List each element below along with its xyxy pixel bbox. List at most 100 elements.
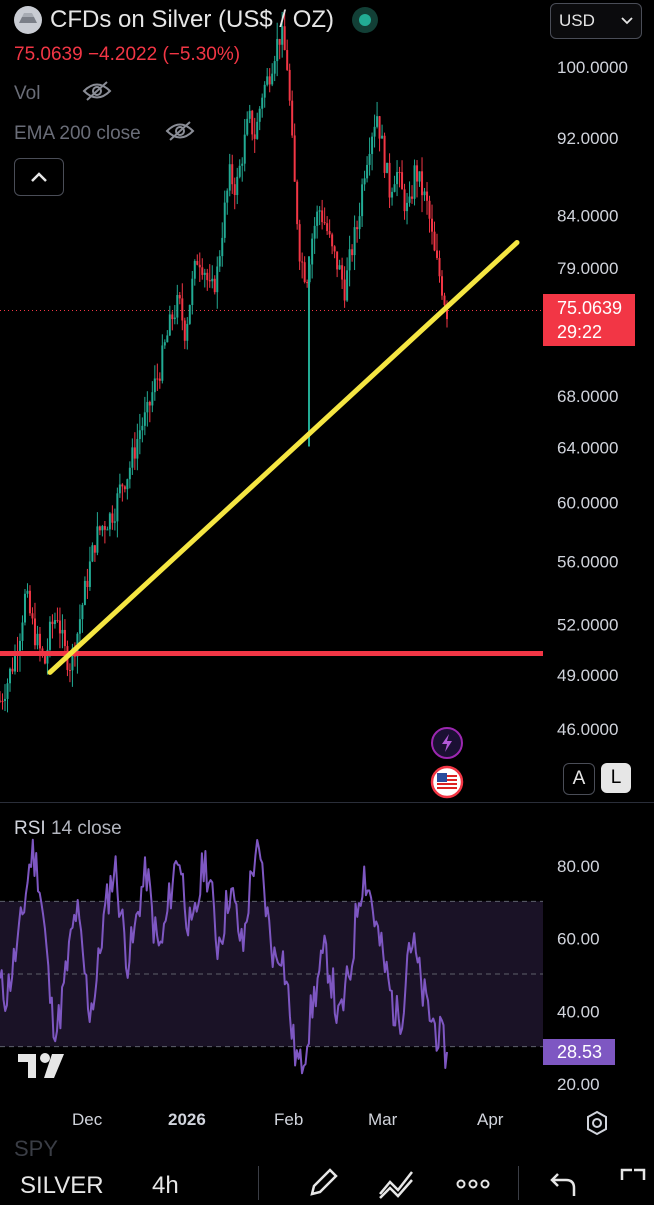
rsi-legend[interactable]: RSI 14 close	[14, 818, 122, 840]
candle-body	[353, 227, 356, 256]
candle-body	[276, 38, 279, 62]
candle-body	[46, 649, 49, 664]
candle-body	[26, 590, 29, 594]
chart-settings-icon[interactable]	[584, 1110, 610, 1141]
candle-body	[261, 97, 264, 109]
candle-body	[436, 250, 439, 258]
more-icon[interactable]	[456, 1174, 490, 1199]
candle-body	[103, 526, 106, 530]
candle-body	[56, 620, 59, 622]
log-scale-button[interactable]: L	[601, 763, 631, 793]
candle-body	[96, 526, 99, 553]
price-change: 75.0639 −4.2022 (−5.30%)	[14, 44, 241, 65]
trend-line[interactable]	[47, 239, 520, 675]
lightning-icon[interactable]	[430, 726, 464, 765]
candle-body	[61, 629, 64, 634]
candle-body	[426, 191, 429, 201]
candle-body	[433, 231, 436, 251]
auto-scale-button[interactable]: A	[563, 763, 595, 795]
candle-body	[231, 164, 234, 185]
candle-body	[393, 184, 396, 192]
candle-body	[131, 447, 134, 468]
candle-body	[341, 265, 344, 280]
candle-body	[273, 61, 276, 74]
candle-body	[258, 108, 261, 122]
candle-body	[141, 425, 144, 431]
candle-body	[228, 164, 231, 191]
indicators-icon[interactable]	[378, 1166, 416, 1205]
symbol-header[interactable]: CFDs on Silver (US$ / OZ)	[14, 6, 379, 34]
silver-logo-icon	[14, 6, 42, 34]
undo-icon[interactable]	[548, 1166, 578, 1205]
fullscreen-icon[interactable]	[618, 1166, 648, 1205]
price-chart[interactable]: 100.0000 92.0000 84.0000 79.0000 68.0000 64.0…	[0, 0, 654, 800]
candle-body	[361, 184, 364, 217]
candle-body	[248, 110, 251, 119]
candle-body	[371, 136, 374, 154]
candle-body	[338, 265, 341, 270]
candle-body	[43, 653, 46, 664]
candle-body	[283, 26, 286, 51]
candle-body	[23, 593, 26, 623]
candle-body	[53, 620, 56, 625]
candle-body	[441, 276, 444, 296]
candle-body	[268, 76, 271, 85]
candle-body	[296, 181, 299, 225]
candle-body	[213, 278, 216, 293]
pane-divider[interactable]	[0, 802, 654, 803]
candle-body	[221, 237, 224, 257]
candle-body	[446, 305, 448, 320]
candle-body	[431, 218, 434, 232]
indicator-ema[interactable]: EMA 200 close	[14, 120, 195, 148]
price-axis-label: 79.0000	[557, 259, 618, 278]
timeframe-button[interactable]: 4h	[152, 1172, 179, 1199]
candle-body	[358, 216, 361, 230]
price-axis-label: 64.0000	[557, 438, 618, 457]
candle-body	[68, 669, 71, 671]
candle-body	[146, 401, 149, 413]
eye-hidden-icon[interactable]	[165, 120, 195, 148]
candle-body	[28, 590, 31, 614]
indicator-vol[interactable]: Vol	[14, 80, 112, 108]
rsi-chart[interactable]: 80.00 60.00 40.00 20.00	[0, 805, 654, 1105]
time-label-2026: 2026	[168, 1110, 206, 1129]
candle-body	[401, 172, 404, 190]
eye-hidden-icon[interactable]	[82, 80, 112, 108]
candle-body	[333, 246, 336, 252]
candle-body	[386, 162, 389, 173]
us-flag-event-icon[interactable]	[430, 765, 464, 804]
candle-body	[336, 251, 339, 270]
price-axis-label: 84.0000	[557, 207, 618, 226]
candle-body	[178, 295, 181, 299]
candle-body	[406, 202, 409, 212]
candle-body	[121, 484, 124, 487]
candle-body	[348, 249, 351, 271]
candle-body	[281, 26, 284, 45]
candle-body	[398, 172, 401, 174]
currency-select[interactable]: USD	[550, 3, 642, 39]
candle-body	[116, 493, 119, 522]
candle-body	[418, 171, 421, 182]
candle-body	[306, 282, 309, 284]
pencil-icon[interactable]	[306, 1166, 340, 1205]
price-axis-label: 100.0000	[557, 58, 628, 77]
candle-body	[368, 153, 371, 165]
price-axis-label: 92.0000	[557, 129, 618, 148]
candle-body	[403, 189, 406, 212]
candle-body	[363, 178, 366, 185]
collapse-legend-button[interactable]	[14, 158, 64, 196]
candle-body	[108, 513, 111, 530]
candle-body	[286, 50, 289, 70]
candle-body	[148, 401, 151, 406]
candle-body	[328, 231, 331, 235]
time-label-feb: Feb	[274, 1110, 304, 1129]
candle-body	[36, 633, 39, 646]
rsi-axis-label: 40.00	[557, 1002, 600, 1021]
candle-body	[21, 622, 24, 641]
candle-body	[143, 412, 146, 426]
symbol-title: CFDs on Silver (US$ / OZ)	[50, 6, 335, 33]
candle-body	[318, 210, 321, 212]
symbol-button[interactable]: SILVER	[20, 1172, 104, 1199]
candle-body	[1, 700, 4, 702]
candle-body	[166, 335, 169, 343]
